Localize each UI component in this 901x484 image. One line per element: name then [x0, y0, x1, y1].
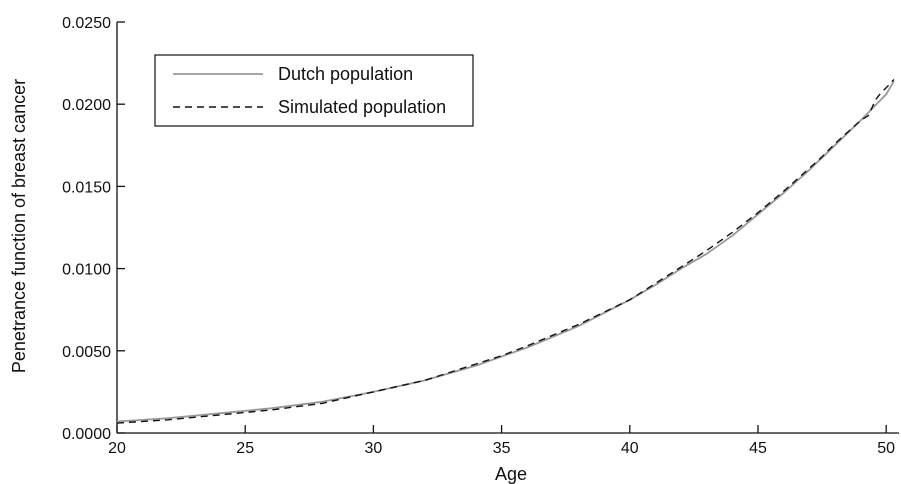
x-axis-title: Age: [495, 464, 527, 484]
x-tick-label: 50: [877, 440, 895, 457]
x-tick-label: 30: [364, 440, 382, 457]
x-tick-label: 45: [749, 440, 767, 457]
axes: 0.0000 0.0050 0.0100 0.0150 0.0200 0.0250 20 25…: [62, 15, 899, 457]
y-tick-label: 0.0250: [62, 15, 111, 32]
y-tick-label: 0.0000: [62, 426, 111, 443]
legend: Dutch population Simulated population: [154, 54, 474, 127]
series-line-dutch: [116, 80, 895, 423]
legend-label-dutch: Dutch population: [278, 64, 413, 84]
y-tick-label: 0.0050: [62, 344, 111, 361]
x-tick-label: 20: [108, 440, 126, 457]
legend-label-simulated: Simulated population: [278, 97, 446, 117]
y-axis-title: Penetrance function of breast cancer: [9, 79, 29, 373]
x-tick-label: 35: [493, 440, 511, 457]
x-tick-label: 25: [236, 440, 254, 457]
y-tick-label: 0.0150: [62, 179, 111, 196]
series-line-simulated: [116, 79, 895, 424]
series-layer: [116, 79, 895, 424]
legend-box: [154, 54, 474, 127]
x-tick-label: 40: [621, 440, 639, 457]
y-tick-label: 0.0100: [62, 262, 111, 279]
y-tick-label: 0.0200: [62, 97, 111, 114]
